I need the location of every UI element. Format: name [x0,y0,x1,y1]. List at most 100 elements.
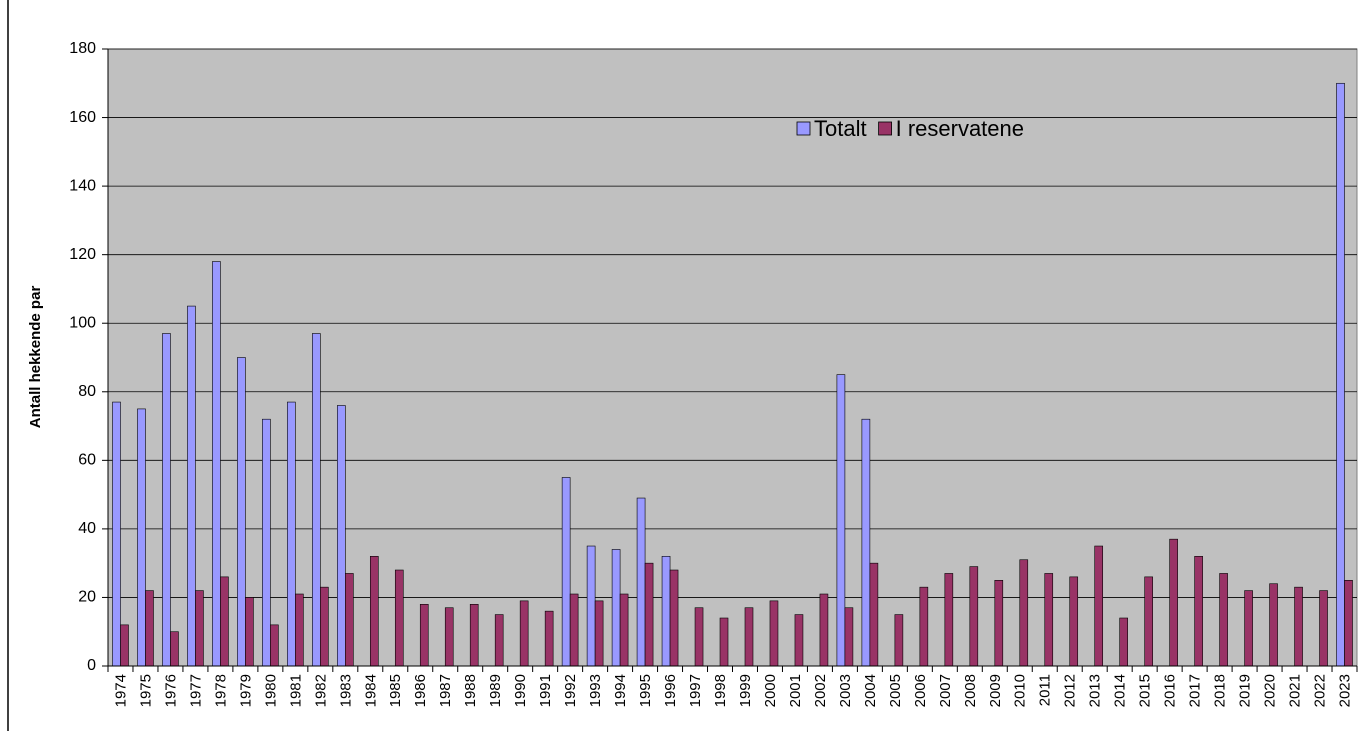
x-tick-label: 2014 [1112,674,1129,707]
y-tick-label: 0 [87,657,96,674]
bar [170,631,179,667]
x-tick-label: 2004 [862,674,879,707]
legend-swatch [796,121,811,136]
x-tick-label: 2016 [1162,674,1179,707]
x-tick-label: 2007 [937,674,954,707]
x-tick-label: 2018 [1212,674,1229,707]
bar [1144,576,1153,667]
x-tick-label: 1983 [337,674,354,707]
x-tick-label: 1975 [137,674,154,707]
bar [611,549,621,667]
x-tick-label: 1978 [212,674,229,707]
x-tick-label: 1993 [587,674,604,707]
bar [1336,82,1345,667]
x-tick-label: 1981 [287,674,304,707]
x-tick-label: 1979 [237,674,254,707]
bar [1269,583,1278,667]
bar [1169,538,1178,667]
bar [1094,545,1104,667]
x-tick-label: 1982 [312,674,329,707]
x-tick-label: 2023 [1336,674,1353,707]
x-tick-label: 2009 [987,674,1004,707]
x-tick-label: 2010 [1012,674,1029,707]
x-tick-label: 1987 [437,674,454,707]
x-tick-label: 1990 [512,674,529,707]
x-tick-label: 1988 [462,674,479,707]
x-tick-label: 2003 [837,674,854,707]
bar [494,614,504,667]
x-tick-label: 1985 [387,674,404,707]
x-tick-label: 2006 [912,674,929,707]
bar [1244,590,1253,667]
x-tick-label: 2021 [1287,674,1304,707]
bar [369,556,379,667]
x-tick-label: 2015 [1137,674,1154,707]
bar [669,569,679,667]
bar [744,607,754,667]
legend-label: Totalt [814,116,867,141]
x-tick-label: 2000 [762,674,779,707]
bar [295,593,304,667]
bar [694,607,704,667]
bar [345,573,354,667]
bar [919,586,929,667]
bar [444,607,454,667]
bar [794,614,804,667]
bar [619,593,629,667]
bar [719,617,729,667]
x-tick-label: 2019 [1237,674,1254,707]
bar [844,607,854,667]
bar [394,569,404,667]
bar [769,600,779,667]
bar [120,624,129,667]
bar [312,333,321,667]
bar [337,405,346,667]
bar [220,576,229,667]
x-tick-label: 2005 [887,674,904,707]
y-tick-label: 100 [69,314,96,331]
bar [836,374,846,667]
bar [519,600,529,667]
bar [661,556,671,667]
x-tick-label: 2017 [1187,674,1204,707]
y-tick-label: 40 [78,520,96,537]
bar [162,333,171,667]
y-tick-label: 160 [69,109,96,126]
bar [112,401,121,667]
bar [819,593,829,667]
bar [994,580,1004,667]
x-tick-label: 2002 [812,674,829,707]
x-tick-label: 1974 [112,674,129,707]
bar [561,477,571,667]
x-tick-label: 1989 [487,674,504,707]
bar [195,590,204,667]
bar [1069,576,1079,667]
x-tick-label: 2011 [1037,674,1054,706]
y-tick-label: 120 [69,246,96,263]
x-tick-label: 2020 [1262,674,1279,707]
bar [944,573,954,667]
bar [894,614,904,667]
bar [1219,573,1228,667]
bar [262,418,271,667]
x-tick-label: 2013 [1087,674,1104,707]
bar [145,590,154,667]
x-tick-label: 1995 [637,674,654,707]
x-tick-label: 1991 [537,674,554,707]
x-tick-label: 1994 [612,674,629,707]
bar [270,624,279,667]
x-tick-label: 2012 [1062,674,1079,707]
bar [569,593,579,667]
bar [237,357,246,667]
bar [320,586,329,667]
bar [644,562,654,667]
bar [187,305,196,667]
bar [544,610,554,667]
bar [212,261,221,667]
bar [586,545,596,667]
legend-swatch [878,121,892,136]
legend-label: I reservatene [896,116,1024,141]
bar [1344,580,1353,667]
y-axis-label: Antall hekkende par [27,286,44,429]
